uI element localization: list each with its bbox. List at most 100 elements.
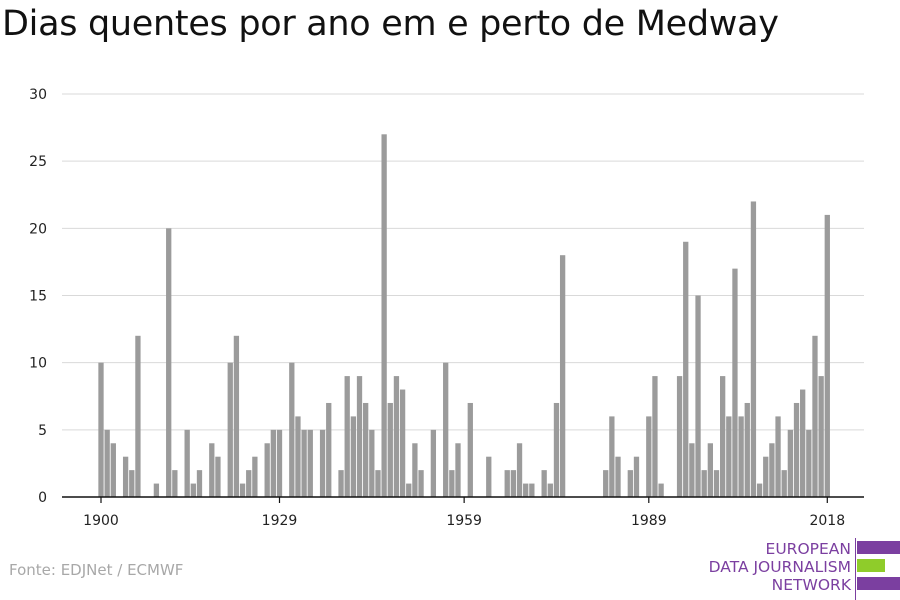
bar-1937 <box>326 402 332 497</box>
bar-1921 <box>227 362 233 497</box>
axes: 0 5 10 15 20 25 30 1900 1929 1959 1989 2018 <box>29 87 864 529</box>
bar-1968 <box>516 443 523 497</box>
x-tick-label: 1989 <box>631 513 667 529</box>
logo-divider <box>855 538 856 600</box>
bar-1946 <box>381 134 387 498</box>
bar-1958 <box>455 443 461 497</box>
bar-1969 <box>523 483 529 497</box>
bar-1922 <box>233 335 240 497</box>
bar-2006 <box>750 201 757 497</box>
bar-2010 <box>775 416 781 497</box>
bar-1936 <box>319 429 326 497</box>
bar-2003 <box>732 268 738 497</box>
bar-1906 <box>135 335 141 497</box>
bars <box>98 134 830 498</box>
bar-1918 <box>209 443 215 497</box>
bar-1949 <box>399 389 406 497</box>
bar-1987 <box>633 456 640 497</box>
bar-2015 <box>806 429 812 497</box>
bar-1957 <box>449 470 455 497</box>
bar-2004 <box>738 416 744 497</box>
bar-1984 <box>615 456 621 497</box>
bar-1901 <box>104 429 110 497</box>
x-tick-label: 1900 <box>83 513 119 529</box>
bar-1944 <box>369 429 375 497</box>
bar-1929 <box>276 429 283 497</box>
bar-1919 <box>215 456 221 497</box>
y-tick-label: 25 <box>29 154 47 170</box>
bar-1960 <box>467 402 473 497</box>
bar-1999 <box>707 443 713 497</box>
bar-2016 <box>812 335 818 497</box>
edjnet-logo: EUROPEAN DATA JOURNALISM NETWORK <box>700 538 900 600</box>
bar-1911 <box>166 228 172 498</box>
bar-1939 <box>338 470 344 497</box>
bar-1986 <box>627 470 633 497</box>
bar-1948 <box>393 376 400 497</box>
bar-2012 <box>787 429 794 497</box>
bar-2008 <box>763 456 769 497</box>
bar-1928 <box>270 429 276 497</box>
bar-1963 <box>486 456 492 497</box>
bar-2000 <box>713 470 720 497</box>
logo-line-2: DATA JOURNALISM <box>708 558 851 576</box>
bar-1997 <box>695 295 701 497</box>
bar-1927 <box>264 443 270 497</box>
bar-1933 <box>301 429 307 497</box>
bar-1942 <box>356 376 363 497</box>
bar-2013 <box>793 402 800 497</box>
bar-1991 <box>658 483 664 497</box>
bar-1989 <box>646 416 652 497</box>
source-note: Fonte: EDJNet / ECMWF <box>9 561 184 579</box>
bar-2009 <box>769 443 775 497</box>
bar-1925 <box>252 456 258 497</box>
bar-1943 <box>363 402 369 497</box>
bar-2014 <box>800 389 806 497</box>
y-tick-label: 0 <box>38 490 47 506</box>
bar-1900 <box>98 362 104 497</box>
gridlines <box>62 93 864 431</box>
bar-1966 <box>504 470 510 497</box>
bar-1912 <box>172 470 178 497</box>
bar-1915 <box>190 483 196 497</box>
x-tick-label: 1929 <box>262 513 298 529</box>
bar-2001 <box>720 376 726 497</box>
bar-1934 <box>307 429 313 497</box>
bar-1967 <box>510 470 517 497</box>
bar-1956 <box>443 362 449 497</box>
bar-1983 <box>609 416 615 497</box>
bar-1952 <box>418 470 424 497</box>
bar-1973 <box>547 483 553 497</box>
bar-2007 <box>756 483 763 497</box>
y-tick-label: 5 <box>38 423 47 439</box>
bar-2005 <box>744 402 750 497</box>
bar-1998 <box>701 470 707 497</box>
logo-line-3: NETWORK <box>771 576 851 594</box>
logo-bar-purple-bottom <box>857 577 900 590</box>
y-tick-label: 30 <box>29 87 47 103</box>
bar-1902 <box>110 443 116 497</box>
y-tick-label: 15 <box>29 289 47 305</box>
bar-1940 <box>344 376 350 497</box>
bar-1904 <box>122 456 129 497</box>
bar-1947 <box>387 402 393 497</box>
x-tick-label: 2018 <box>809 513 845 529</box>
x-tick-label: 1959 <box>446 513 482 529</box>
bar-2011 <box>781 470 787 497</box>
bar-1990 <box>652 376 658 497</box>
bar-1954 <box>430 429 437 497</box>
bar-1923 <box>239 483 246 497</box>
bar-1982 <box>603 470 609 497</box>
bar-1932 <box>295 416 301 497</box>
bar-1909 <box>153 483 160 497</box>
bar-1950 <box>406 483 412 497</box>
bar-1972 <box>541 470 547 497</box>
bar-2002 <box>726 416 732 497</box>
bar-1994 <box>676 376 683 497</box>
y-tick-label: 10 <box>29 356 47 372</box>
logo-bar-green <box>857 559 885 572</box>
bar-1931 <box>289 362 295 497</box>
bar-1924 <box>246 470 252 497</box>
logo-bar-purple-top <box>857 541 900 554</box>
